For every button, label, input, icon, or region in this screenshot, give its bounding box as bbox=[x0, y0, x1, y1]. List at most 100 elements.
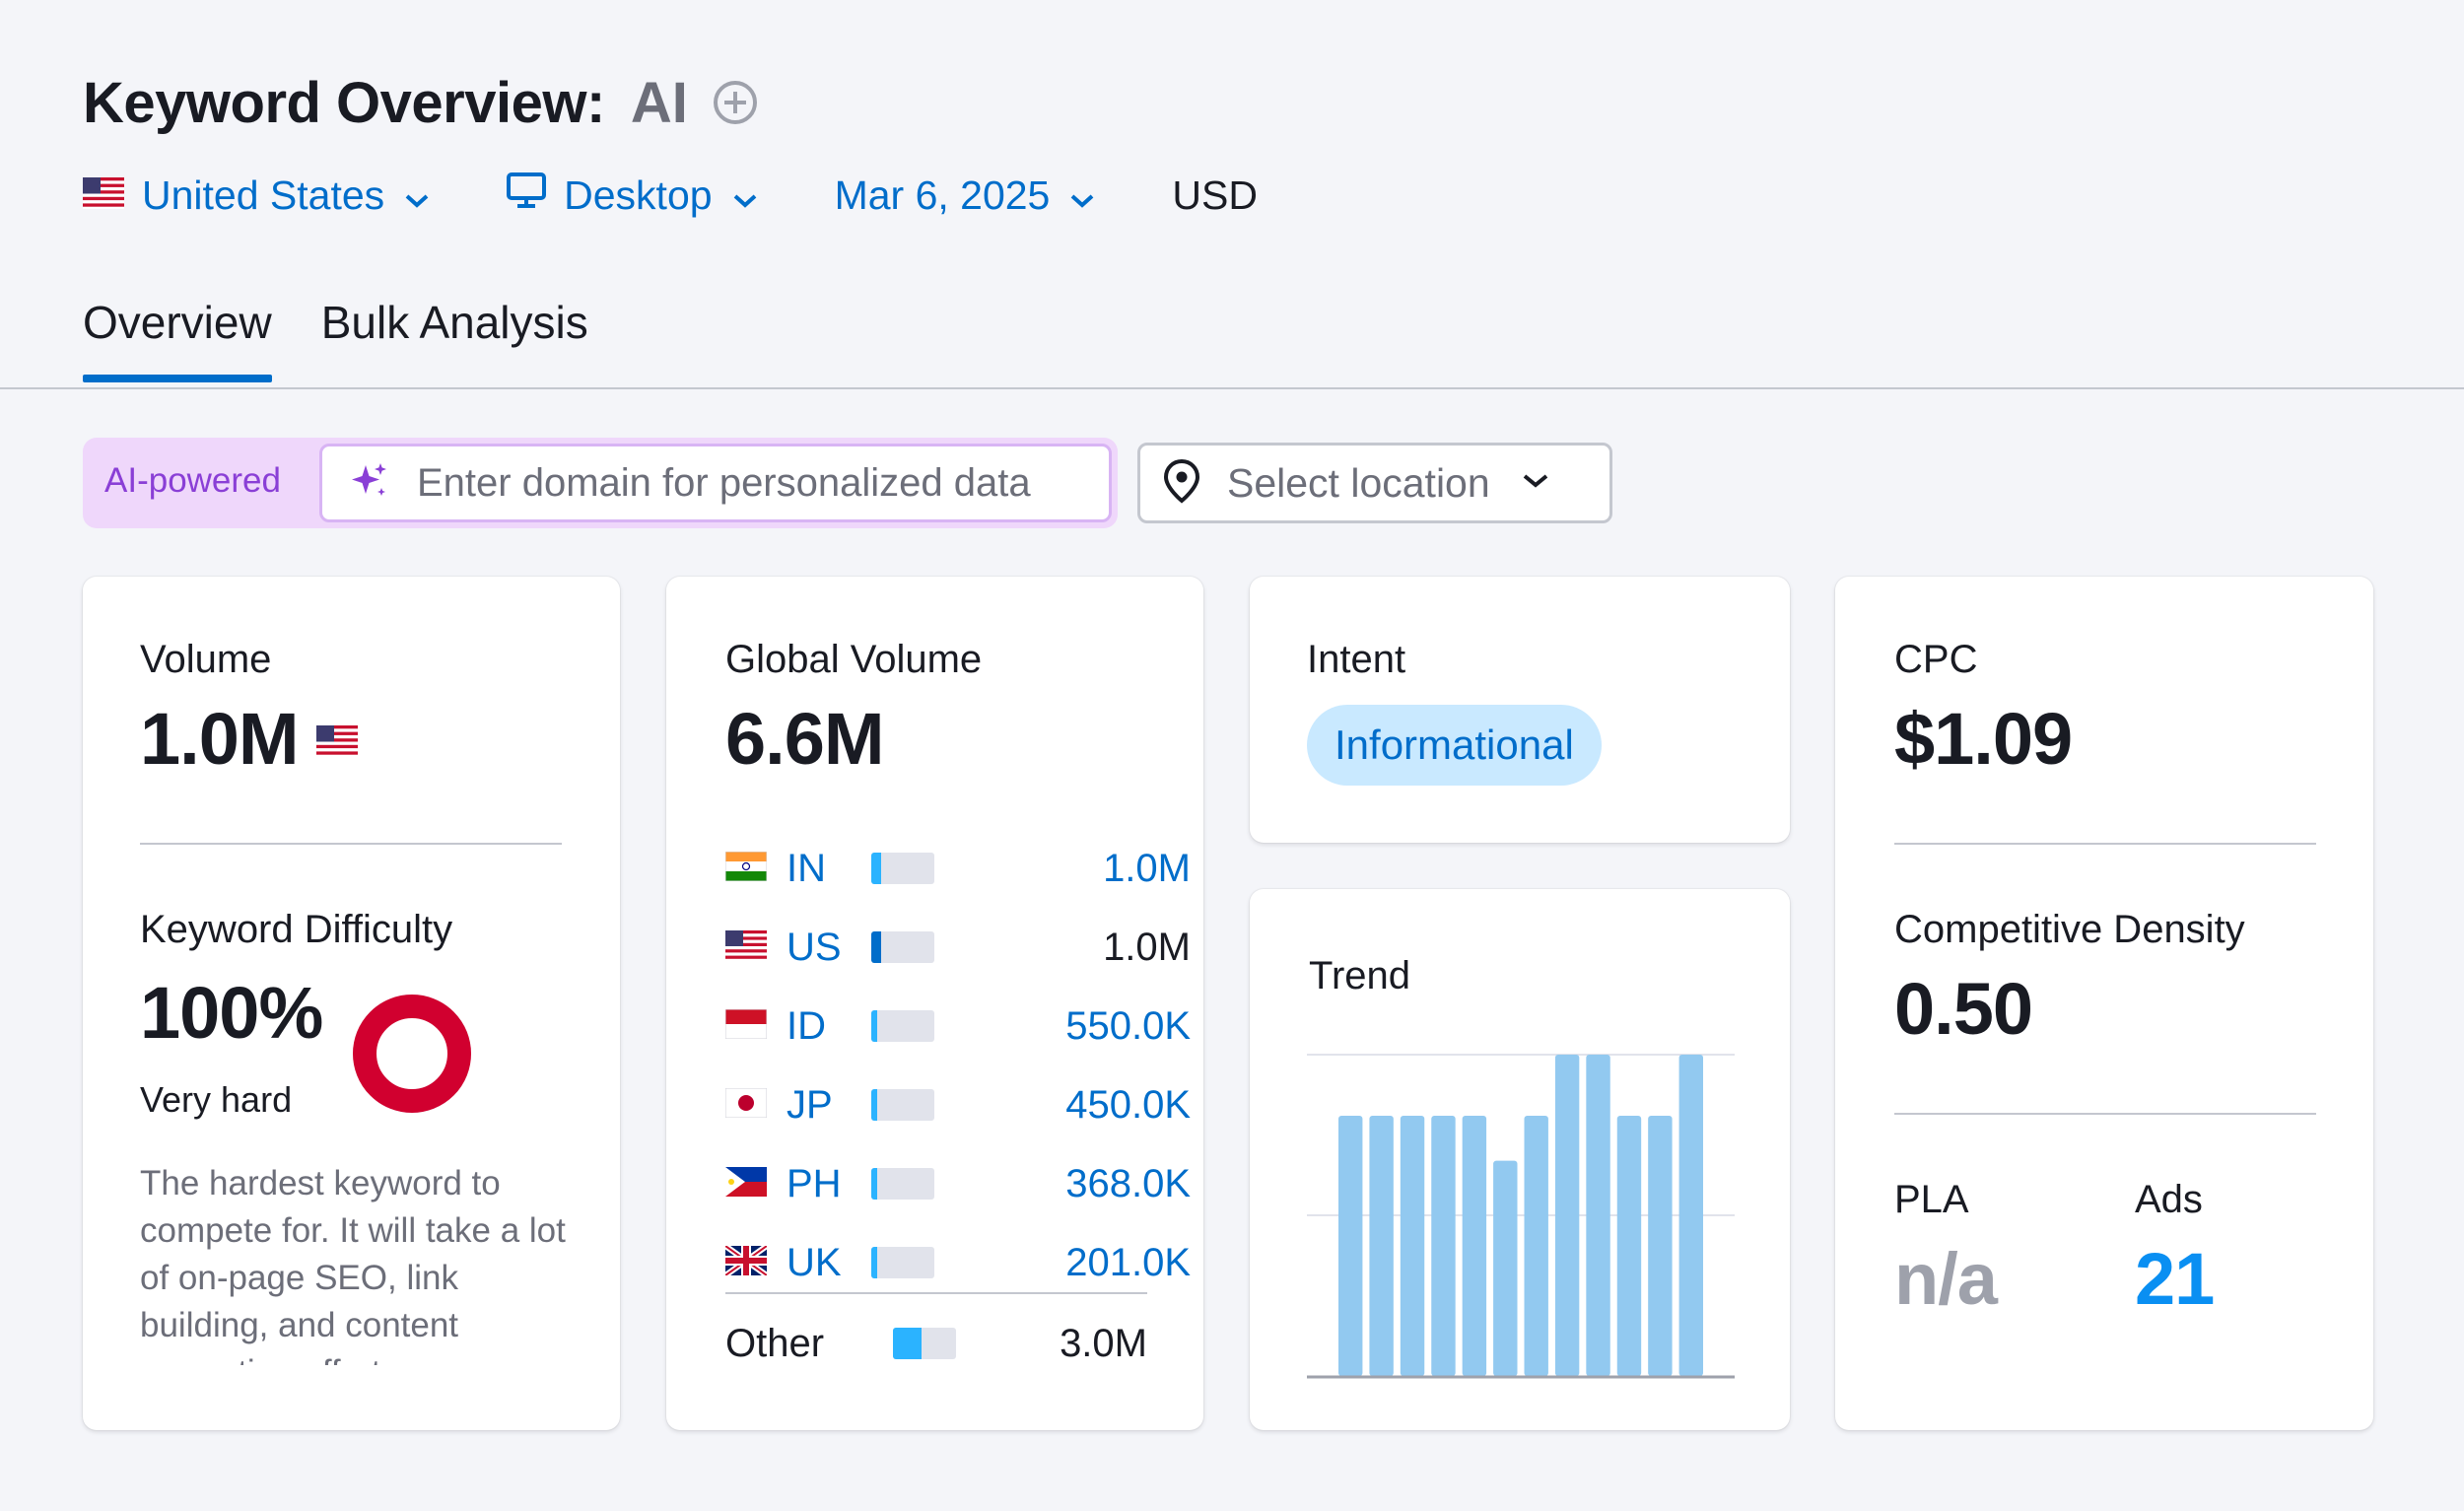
chevron-down-icon bbox=[1522, 473, 1549, 494]
country-label: United States bbox=[142, 172, 385, 218]
trend-bar[interactable] bbox=[1493, 1160, 1518, 1376]
country-row-id[interactable]: ID 550.0K bbox=[724, 987, 1191, 1065]
trend-card: Trend bbox=[1250, 889, 1790, 1430]
domain-input[interactable] bbox=[417, 460, 1107, 506]
location-pin-icon bbox=[1162, 458, 1201, 509]
intent-card: Intent Informational bbox=[1250, 577, 1790, 843]
share-bar bbox=[871, 1010, 934, 1042]
trend-bar[interactable] bbox=[1369, 1115, 1394, 1376]
global-volume-value: 6.6M bbox=[725, 698, 885, 780]
add-to-list-icon[interactable] bbox=[712, 79, 759, 126]
currency-label: USD bbox=[1172, 172, 1258, 218]
cpc-value: $1.09 bbox=[1894, 698, 2073, 780]
global-volume-label: Global Volume bbox=[725, 638, 983, 681]
location-select[interactable]: Select location bbox=[1137, 443, 1612, 523]
volume-card: Volume 1.0M Keyword Difficulty 100% Very… bbox=[83, 577, 620, 1430]
country-row-us[interactable]: US 1.0M bbox=[725, 908, 1191, 987]
page-header: Keyword Overview: AI bbox=[83, 63, 759, 142]
chevron-down-icon bbox=[404, 172, 430, 219]
share-bar bbox=[871, 1089, 934, 1121]
indonesia-flag-icon bbox=[724, 1008, 768, 1044]
volume-label: Volume bbox=[140, 638, 272, 681]
trend-bar[interactable] bbox=[1616, 1115, 1642, 1376]
country-code: UK bbox=[787, 1240, 842, 1284]
india-flag-icon bbox=[724, 851, 768, 886]
country-volume: 368.0K bbox=[1065, 1161, 1191, 1205]
card-divider bbox=[725, 1292, 1147, 1294]
trend-label: Trend bbox=[1309, 954, 1411, 997]
date-dropdown[interactable]: Mar 6, 2025 bbox=[835, 172, 1096, 219]
share-bar bbox=[871, 931, 934, 963]
device-dropdown[interactable]: Desktop bbox=[507, 171, 757, 220]
uk-flag-icon bbox=[723, 1243, 769, 1280]
kd-value: 100% bbox=[140, 972, 323, 1054]
sparkle-icon bbox=[348, 459, 391, 508]
date-label: Mar 6, 2025 bbox=[834, 172, 1051, 218]
trend-bar[interactable] bbox=[1678, 1055, 1703, 1376]
intent-label: Intent bbox=[1307, 638, 1406, 681]
trend-bar[interactable] bbox=[1648, 1115, 1673, 1376]
us-flag-icon bbox=[315, 725, 358, 762]
card-divider bbox=[1894, 1113, 2316, 1115]
country-dropdown[interactable]: United States bbox=[83, 172, 430, 219]
trend-bar[interactable] bbox=[1400, 1115, 1425, 1376]
trend-bar[interactable] bbox=[1431, 1115, 1456, 1376]
tab-overview[interactable]: Overview bbox=[83, 296, 272, 382]
us-flag-icon bbox=[725, 929, 767, 965]
trend-bar[interactable] bbox=[1586, 1055, 1610, 1376]
ai-domain-box: AI-powered bbox=[83, 438, 1118, 528]
trend-bar[interactable] bbox=[1338, 1115, 1363, 1376]
cpc-card: CPC $1.09 Competitive Density 0.50 PLA n… bbox=[1835, 577, 2373, 1430]
country-code: JP bbox=[787, 1082, 833, 1127]
trend-bar[interactable] bbox=[1554, 1055, 1580, 1376]
country-volume: 201.0K bbox=[1065, 1240, 1191, 1284]
location-placeholder: Select location bbox=[1227, 459, 1490, 506]
country-volume: 450.0K bbox=[1065, 1082, 1191, 1127]
device-label: Desktop bbox=[564, 172, 713, 218]
pla-label: PLA bbox=[1894, 1178, 1969, 1221]
desktop-icon bbox=[507, 171, 547, 220]
kd-label: Keyword Difficulty bbox=[140, 908, 453, 951]
domain-input-wrapper[interactable] bbox=[319, 444, 1112, 522]
intent-badge[interactable]: Informational bbox=[1307, 705, 1602, 786]
keyword-name: AI bbox=[630, 70, 688, 135]
global-volume-card: Global Volume 6.6M IN 1.0M US 1.0M ID 55… bbox=[666, 577, 1203, 1430]
country-row-in[interactable]: IN 1.0M bbox=[724, 829, 1191, 908]
country-code: PH bbox=[787, 1161, 842, 1205]
card-divider bbox=[140, 843, 562, 845]
kd-description: The hardest keyword to compete for. It w… bbox=[140, 1164, 566, 1365]
page-title: Keyword Overview: bbox=[83, 70, 605, 135]
japan-flag-icon bbox=[724, 1087, 768, 1123]
country-volume: 550.0K bbox=[1065, 1003, 1191, 1048]
ai-powered-badge: AI-powered bbox=[104, 461, 281, 500]
tab-bar: Overview Bulk Analysis bbox=[83, 296, 638, 382]
cpc-label: CPC bbox=[1894, 638, 1978, 681]
country-row-uk[interactable]: UK 201.0K bbox=[723, 1223, 1191, 1302]
share-bar bbox=[871, 1247, 934, 1278]
country-volume: 1.0M bbox=[1103, 846, 1191, 890]
other-volume: 3.0M bbox=[1060, 1321, 1147, 1365]
pla-value: n/a bbox=[1894, 1238, 1998, 1320]
share-bar-fill bbox=[871, 1168, 878, 1200]
trend-bar[interactable] bbox=[1524, 1115, 1548, 1376]
other-label: Other bbox=[725, 1321, 825, 1365]
philippines-flag-icon bbox=[725, 1166, 767, 1202]
chevron-down-icon bbox=[1069, 172, 1095, 219]
trend-bar[interactable] bbox=[1462, 1115, 1487, 1376]
ads-value[interactable]: 21 bbox=[2135, 1238, 2215, 1320]
share-bar-fill bbox=[871, 1010, 878, 1042]
competitive-density-value: 0.50 bbox=[1894, 968, 2033, 1050]
country-row-jp[interactable]: JP 450.0K bbox=[724, 1065, 1191, 1144]
tab-bulk-analysis[interactable]: Bulk Analysis bbox=[320, 297, 588, 348]
kd-level: Very hard bbox=[140, 1079, 293, 1120]
share-bar-fill bbox=[871, 1089, 878, 1121]
share-bar-fill bbox=[871, 1247, 878, 1278]
country-row-ph[interactable]: PH 368.0K bbox=[725, 1144, 1191, 1223]
card-divider bbox=[1894, 843, 2316, 845]
share-bar bbox=[871, 853, 934, 884]
country-volume: 1.0M bbox=[1103, 925, 1191, 969]
competitive-density-label: Competitive Density bbox=[1894, 908, 2245, 951]
volume-value: 1.0M bbox=[140, 698, 300, 780]
ads-label: Ads bbox=[2135, 1178, 2203, 1221]
kd-ring-icon bbox=[353, 995, 471, 1113]
